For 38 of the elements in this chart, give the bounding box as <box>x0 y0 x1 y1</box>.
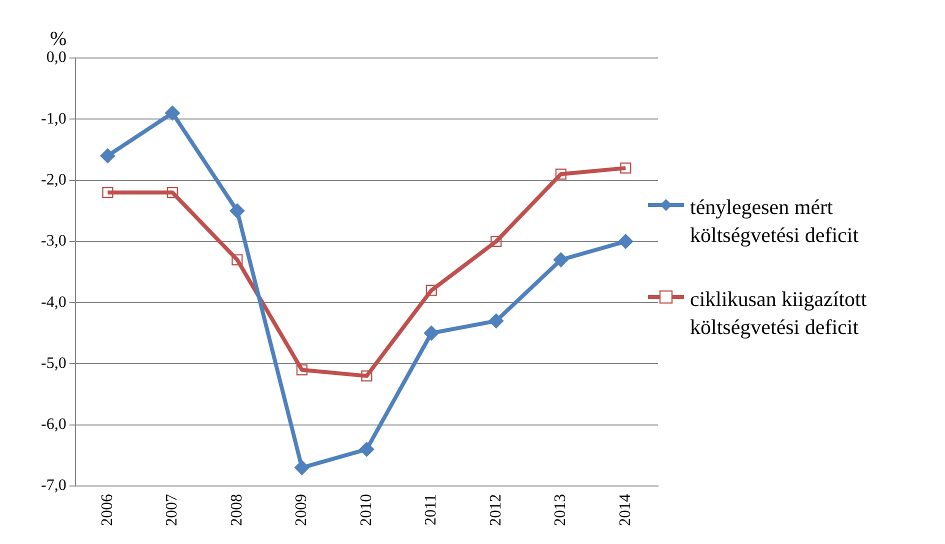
legend-label: ténylegesen mért költségvetési deficit <box>690 194 860 249</box>
point <box>359 442 374 457</box>
point <box>424 326 439 341</box>
x-tick-label: 2006 <box>98 494 116 526</box>
point <box>294 460 310 476</box>
y-tick-label: -7,0 <box>41 477 66 494</box>
x-tick-label: 2010 <box>358 494 375 526</box>
x-tick-label: 2011 <box>422 494 440 526</box>
x-tick-label: 2008 <box>228 494 246 526</box>
y-tick-label: -6,0 <box>41 416 66 434</box>
point <box>620 162 632 174</box>
point <box>553 252 568 268</box>
point <box>361 370 372 382</box>
point <box>618 234 634 249</box>
x-tick-label: 2009 <box>293 494 310 526</box>
point <box>555 168 566 180</box>
y-tick-label: -2,0 <box>41 171 66 188</box>
x-tick-label: 2012 <box>487 494 504 526</box>
point <box>166 186 178 198</box>
y-tick-label: -5,0 <box>41 354 66 372</box>
legend-label: ciklikusan kiigazított költségvetési deficit <box>690 286 868 341</box>
point <box>100 148 116 164</box>
x-tick-label: 2014 <box>616 494 634 526</box>
point <box>296 364 308 376</box>
x-tick-label: 2013 <box>552 494 570 526</box>
point <box>230 203 245 218</box>
point <box>490 236 502 247</box>
y-tick-label: -1,0 <box>41 110 66 128</box>
point <box>488 313 504 328</box>
point <box>232 254 243 266</box>
y-tick-label: -3,0 <box>41 232 66 250</box>
point <box>102 186 114 198</box>
point <box>164 106 180 121</box>
y-axis-title: % <box>50 28 67 51</box>
point <box>426 284 437 296</box>
x-tick-label: 2007 <box>164 494 181 526</box>
y-tick-label: -4,0 <box>41 294 66 311</box>
y-tick-label: 0,0 <box>46 49 66 66</box>
